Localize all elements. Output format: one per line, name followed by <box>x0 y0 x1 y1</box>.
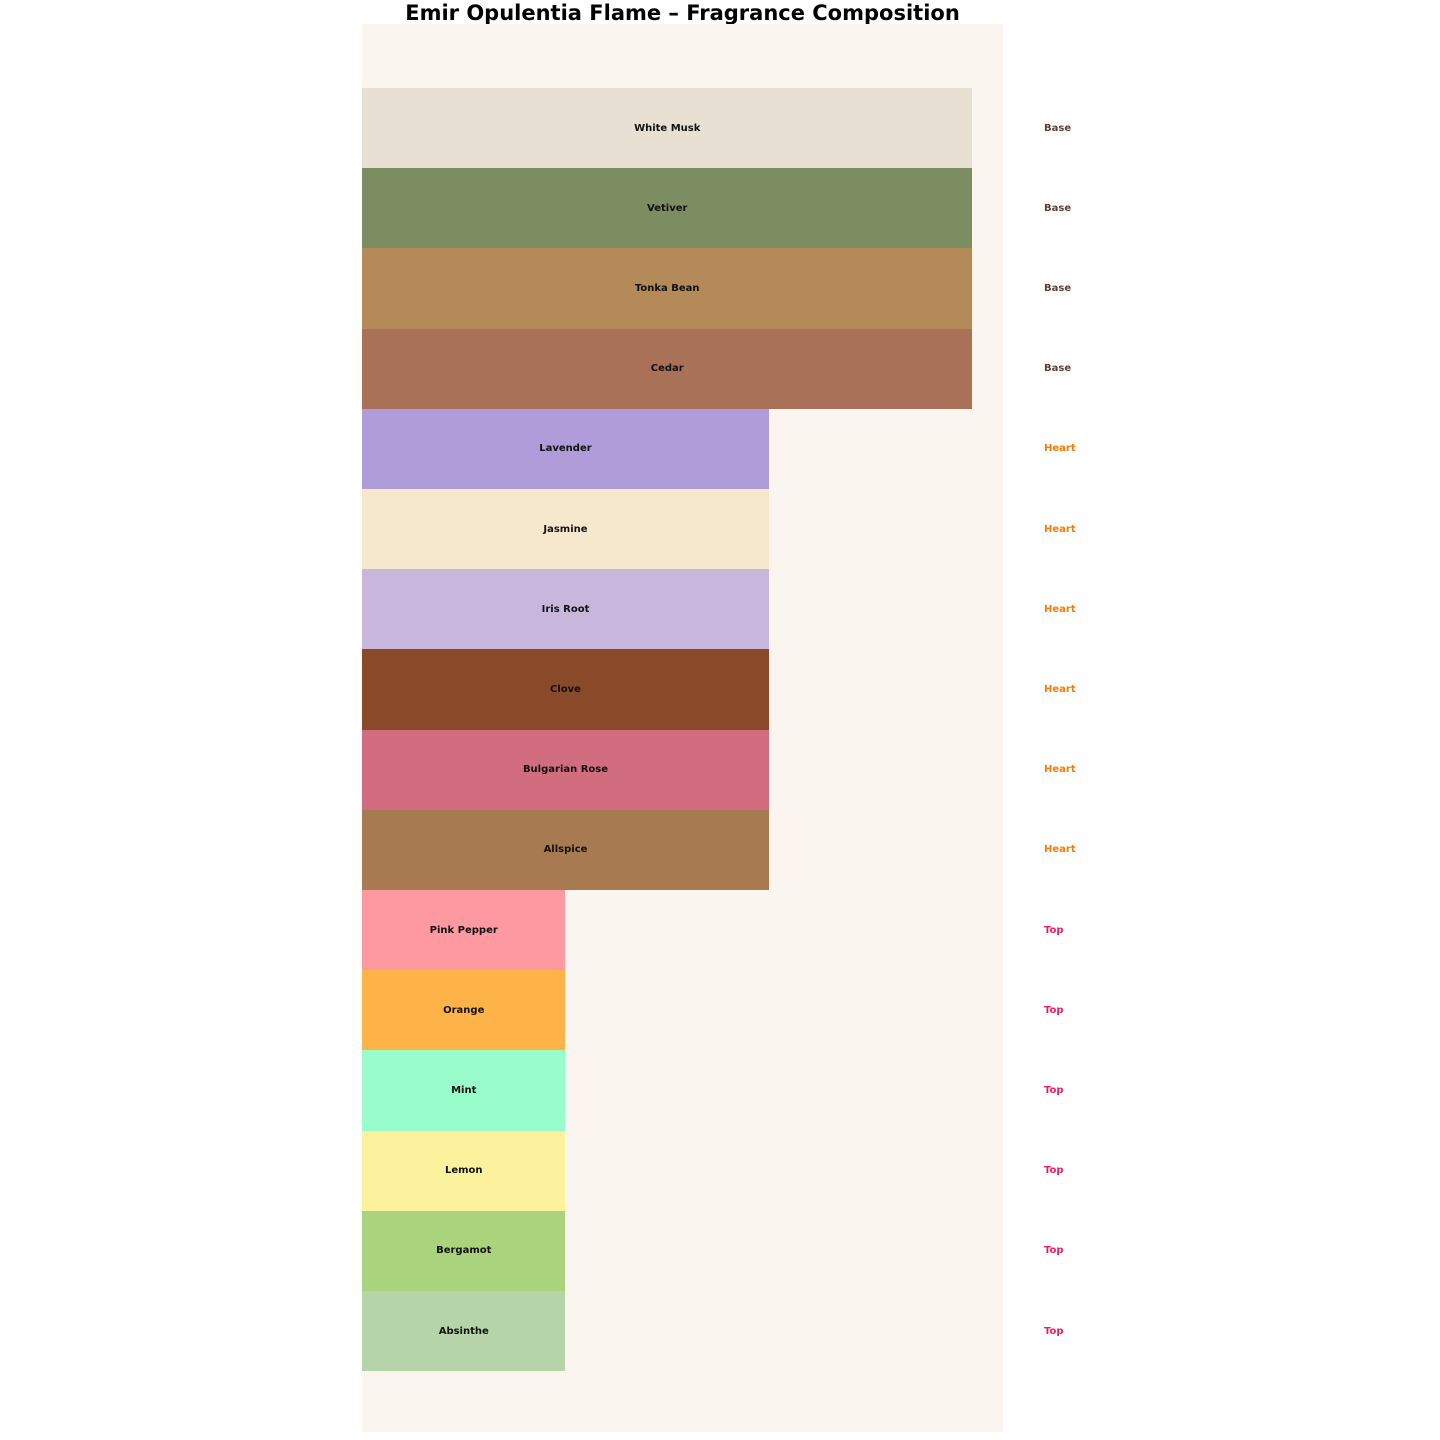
chart-title: Emir Opulentia Flame – Fragrance Composi… <box>405 1 960 25</box>
note-label: Tonka Bean <box>634 282 700 294</box>
group-label-heart: Heart <box>1044 683 1076 695</box>
note-label: Jasmine <box>543 523 588 535</box>
note-label: White Musk <box>634 122 701 134</box>
note-label: Bulgarian Rose <box>522 764 609 776</box>
note-label: Iris Root <box>541 603 590 615</box>
group-label-heart: Heart <box>1044 443 1076 455</box>
group-label-top: Top <box>1044 1084 1064 1096</box>
note-label: Orange <box>443 1004 485 1016</box>
bar-allspice: Allspice <box>362 809 769 890</box>
group-label-top: Top <box>1044 1325 1064 1337</box>
bar-pink-pepper: Pink Pepper <box>362 890 566 971</box>
note-label: Vetiver <box>647 202 688 214</box>
bar-orange: Orange <box>362 970 566 1051</box>
bar-lavender: Lavender <box>362 408 769 489</box>
note-label: Lemon <box>444 1165 483 1177</box>
bar-tonka-bean: Tonka Bean <box>362 248 973 329</box>
note-label: Pink Pepper <box>429 924 498 936</box>
bar-mint: Mint <box>362 1050 566 1131</box>
bar-jasmine: Jasmine <box>362 489 769 570</box>
bar-bergamot: Bergamot <box>362 1210 566 1291</box>
bar-absinthe: Absinthe <box>362 1291 566 1372</box>
bar-vetiver: Vetiver <box>362 168 973 249</box>
note-label: Allspice <box>543 844 588 856</box>
note-label: Clove <box>550 683 581 695</box>
bar-bulgarian-rose: Bulgarian Rose <box>362 729 769 810</box>
note-label: Mint <box>451 1084 477 1096</box>
group-label-heart: Heart <box>1044 603 1076 615</box>
group-label-heart: Heart <box>1044 764 1076 776</box>
note-label: Absinthe <box>438 1325 489 1337</box>
group-label-heart: Heart <box>1044 844 1076 856</box>
group-label-base: Base <box>1044 202 1072 214</box>
group-label-top: Top <box>1044 1245 1064 1257</box>
group-label-base: Base <box>1044 282 1072 294</box>
group-label-base: Base <box>1044 363 1072 375</box>
bar-clove: Clove <box>362 649 769 730</box>
note-label: Cedar <box>650 363 684 375</box>
note-label: Bergamot <box>436 1245 492 1257</box>
bar-lemon: Lemon <box>362 1130 566 1211</box>
bar-white-musk: White Musk <box>362 88 973 169</box>
group-label-top: Top <box>1044 924 1064 936</box>
bar-cedar: Cedar <box>362 328 973 409</box>
group-label-base: Base <box>1044 122 1072 134</box>
group-label-top: Top <box>1044 1004 1064 1016</box>
note-label: Lavender <box>539 443 592 455</box>
group-label-heart: Heart <box>1044 523 1076 535</box>
bar-iris-root: Iris Root <box>362 569 769 650</box>
group-label-top: Top <box>1044 1165 1064 1177</box>
